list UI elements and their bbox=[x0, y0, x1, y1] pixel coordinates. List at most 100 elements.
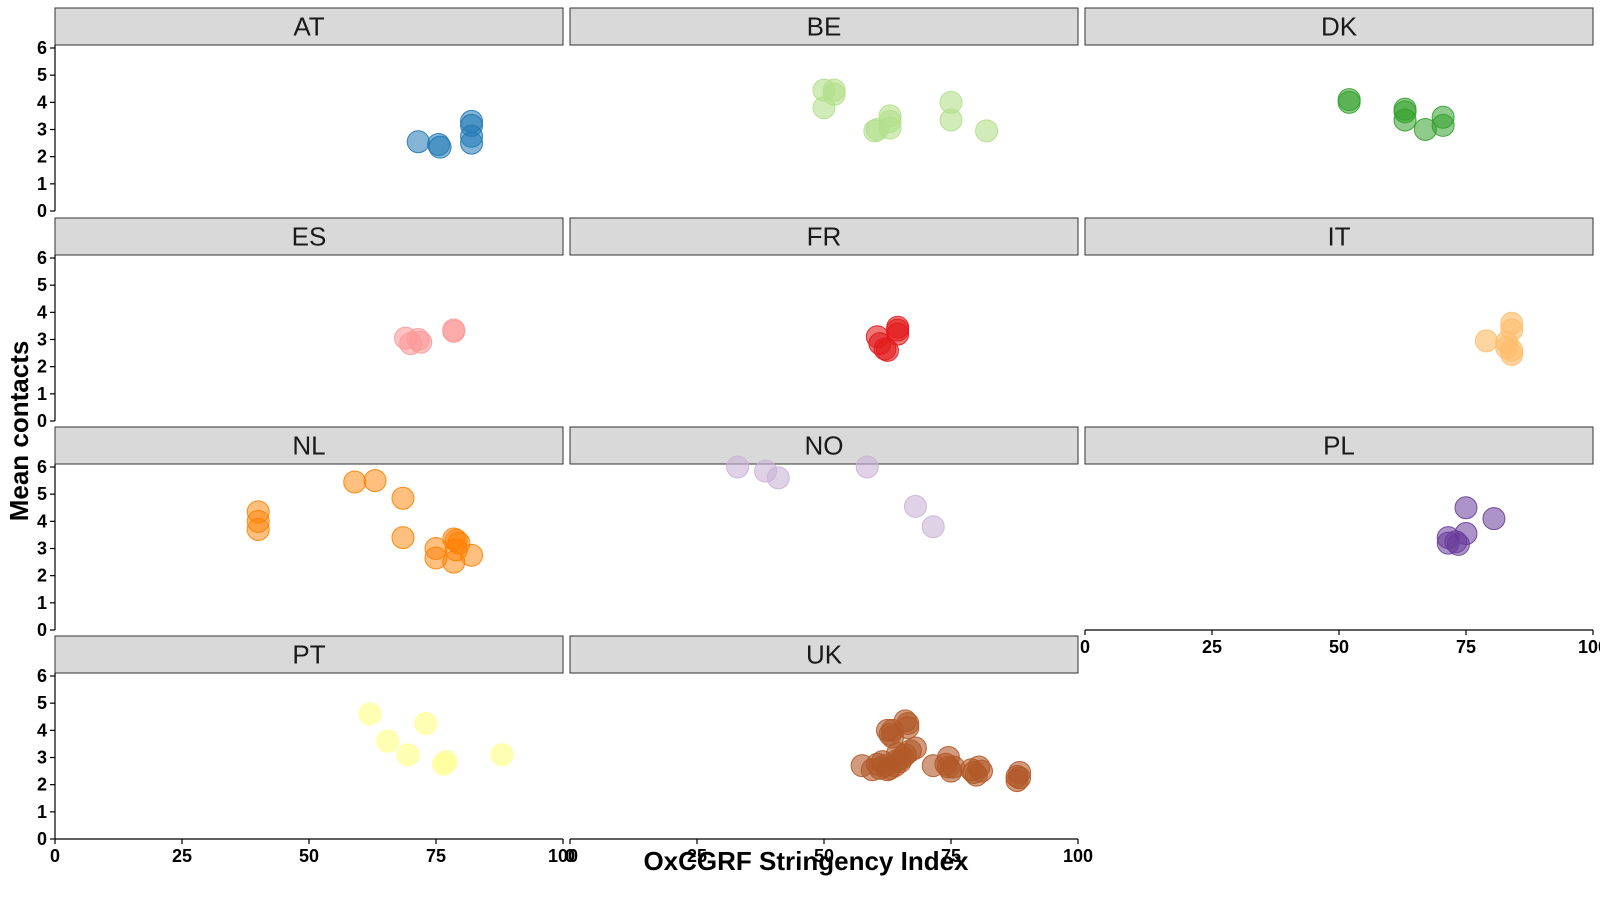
y-tick-label: 1 bbox=[37, 174, 47, 194]
data-point bbox=[460, 543, 484, 567]
data-point bbox=[442, 319, 466, 343]
data-point bbox=[428, 135, 452, 159]
data-point bbox=[1431, 113, 1455, 137]
facet-strip-label: FR bbox=[807, 222, 842, 252]
facet-strip bbox=[54, 217, 564, 256]
y-tick-label: 5 bbox=[37, 275, 47, 295]
facet-strip-label: IT bbox=[1327, 222, 1350, 252]
facet-strip-label: NO bbox=[805, 431, 844, 461]
facet-fr: FR bbox=[569, 217, 1079, 362]
facet-strip bbox=[569, 635, 1079, 674]
y-axis-title: Mean contacts bbox=[4, 341, 34, 522]
facet-strip bbox=[54, 635, 564, 674]
y-tick-label: 5 bbox=[37, 484, 47, 504]
facet-strip-label: BE bbox=[807, 12, 842, 42]
x-tick-label: 50 bbox=[299, 846, 319, 866]
facet-strip-label: UK bbox=[806, 640, 843, 670]
y-tick-label: 3 bbox=[37, 748, 47, 768]
y-tick-label: 1 bbox=[37, 593, 47, 613]
data-point bbox=[414, 712, 438, 736]
facet-strip-label: PT bbox=[292, 640, 325, 670]
data-point bbox=[1454, 522, 1478, 546]
facets-layer: AT 0 1 2 3 4 5 6 BE DK ES 0 1 2 3 4 5 6 FR IT NL 0 1 2 3 4 5 6 NO PL 0… bbox=[37, 7, 1600, 866]
x-axis-title: OxCGRF Stringency Index bbox=[643, 846, 969, 876]
facet-uk: UK 0 25 50 75 100 bbox=[565, 635, 1093, 866]
facet-strip bbox=[1084, 7, 1594, 46]
facet-pt: PT 0 1 2 3 4 5 6 0 25 50 75 100 bbox=[37, 635, 578, 866]
x-tick-label: 25 bbox=[1202, 637, 1222, 657]
data-point bbox=[391, 526, 415, 550]
facet-strip bbox=[569, 7, 1079, 46]
x-tick-label: 0 bbox=[565, 846, 575, 866]
data-point bbox=[409, 330, 433, 354]
data-point bbox=[246, 517, 270, 541]
facet-strip-label: DK bbox=[1321, 12, 1358, 42]
data-point bbox=[343, 470, 367, 494]
facet-strip bbox=[54, 7, 564, 46]
x-tick-label: 50 bbox=[814, 846, 834, 866]
x-tick-label: 50 bbox=[1329, 637, 1349, 657]
data-point bbox=[726, 455, 750, 479]
x-tick-label: 0 bbox=[1080, 637, 1090, 657]
y-tick-label: 6 bbox=[37, 457, 47, 477]
y-tick-label: 6 bbox=[37, 38, 47, 58]
facet-strip-label: NL bbox=[292, 431, 325, 461]
facet-pl: PL 0 25 50 75 100 bbox=[1080, 426, 1600, 657]
y-tick-label: 2 bbox=[37, 566, 47, 586]
data-point bbox=[878, 116, 902, 140]
y-tick-label: 5 bbox=[37, 65, 47, 85]
x-tick-label: 0 bbox=[50, 846, 60, 866]
data-point bbox=[1482, 507, 1506, 531]
data-point bbox=[969, 759, 993, 783]
facet-strip bbox=[569, 426, 1079, 465]
y-tick-label: 2 bbox=[37, 775, 47, 795]
y-tick-label: 0 bbox=[37, 829, 47, 849]
y-tick-label: 6 bbox=[37, 666, 47, 686]
x-tick-label: 75 bbox=[1456, 637, 1476, 657]
facet-no: NO bbox=[569, 426, 1079, 539]
x-tick-label: 75 bbox=[941, 846, 961, 866]
data-point bbox=[363, 469, 387, 493]
data-point bbox=[391, 486, 415, 510]
y-tick-label: 4 bbox=[37, 511, 47, 531]
data-point bbox=[1454, 496, 1478, 520]
y-tick-label: 0 bbox=[37, 201, 47, 221]
y-tick-label: 1 bbox=[37, 802, 47, 822]
x-tick-label: 100 bbox=[1578, 637, 1600, 657]
data-point bbox=[396, 743, 420, 767]
facet-it: IT bbox=[1084, 217, 1594, 366]
facet-strip bbox=[1084, 426, 1594, 465]
facet-strip-label: ES bbox=[292, 222, 327, 252]
facet-be: BE bbox=[569, 7, 1079, 143]
data-point bbox=[432, 752, 456, 776]
data-point bbox=[921, 515, 945, 539]
y-tick-label: 4 bbox=[37, 720, 47, 740]
facet-strip-label: AT bbox=[293, 12, 324, 42]
y-tick-label: 3 bbox=[37, 120, 47, 140]
x-tick-label: 25 bbox=[172, 846, 192, 866]
y-tick-label: 2 bbox=[37, 147, 47, 167]
data-point bbox=[490, 743, 514, 767]
data-point bbox=[1337, 90, 1361, 114]
data-point bbox=[1500, 342, 1524, 366]
x-tick-label: 25 bbox=[687, 846, 707, 866]
data-point bbox=[376, 729, 400, 753]
data-point bbox=[460, 131, 484, 155]
data-point bbox=[903, 494, 927, 518]
data-point bbox=[766, 466, 790, 490]
data-point bbox=[812, 96, 836, 120]
y-tick-label: 3 bbox=[37, 539, 47, 559]
y-tick-label: 1 bbox=[37, 384, 47, 404]
x-tick-label: 75 bbox=[426, 846, 446, 866]
data-point bbox=[975, 119, 999, 143]
data-point bbox=[1474, 329, 1498, 353]
data-point bbox=[855, 455, 879, 479]
y-tick-label: 5 bbox=[37, 693, 47, 713]
y-tick-label: 0 bbox=[37, 620, 47, 640]
y-tick-label: 3 bbox=[37, 330, 47, 350]
data-point bbox=[903, 736, 927, 760]
y-tick-label: 2 bbox=[37, 357, 47, 377]
data-point bbox=[1393, 108, 1417, 132]
y-tick-label: 0 bbox=[37, 411, 47, 431]
